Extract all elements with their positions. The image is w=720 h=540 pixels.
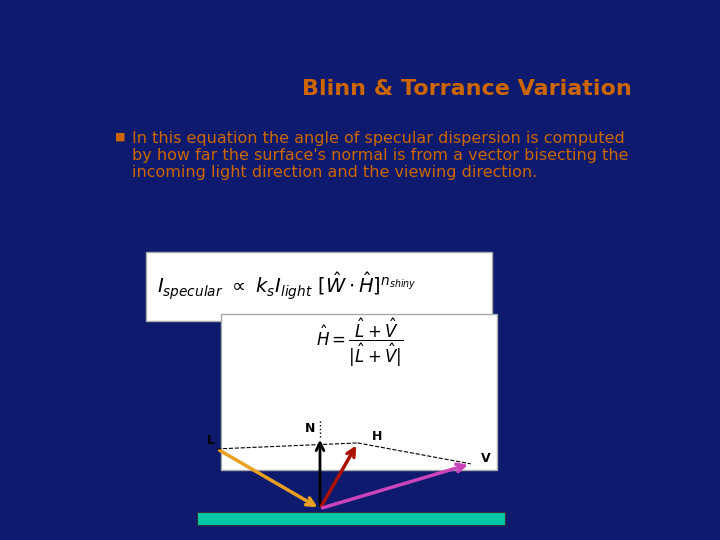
Text: In this equation the angle of specular dispersion is computed: In this equation the angle of specular d… (132, 131, 625, 146)
Text: N: N (305, 422, 315, 435)
Text: $\hat{H} = \dfrac{\hat{L}+\hat{V}}{|\hat{L}+\hat{V}|}$: $\hat{H} = \dfrac{\hat{L}+\hat{V}}{|\hat… (315, 316, 402, 368)
Text: ■: ■ (115, 131, 125, 141)
Text: H: H (372, 430, 382, 443)
Bar (221, 314, 498, 470)
Text: Blinn & Torrance Variation: Blinn & Torrance Variation (302, 79, 631, 99)
Text: $I_{specular}\ \propto\ k_s I_{light}\ [\hat{W} \cdot \hat{H}]^{n_{shiny}}$: $I_{specular}\ \propto\ k_s I_{light}\ [… (157, 271, 417, 302)
Text: incoming light direction and the viewing direction.: incoming light direction and the viewing… (132, 165, 537, 180)
Text: V: V (481, 453, 490, 465)
Bar (145, 252, 492, 321)
Text: L: L (207, 435, 215, 448)
Text: by how far the surface's normal is from a vector bisecting the: by how far the surface's normal is from … (132, 148, 629, 163)
Bar (197, 511, 505, 525)
